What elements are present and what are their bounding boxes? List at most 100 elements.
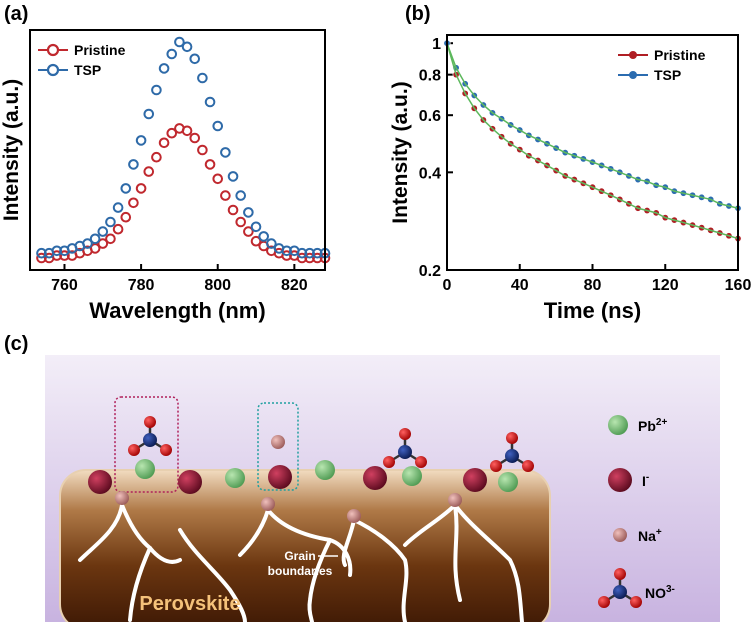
grain-label: boundaries xyxy=(268,564,333,578)
marker xyxy=(128,159,139,170)
fit-line xyxy=(446,43,739,240)
legend-superscript: 3- xyxy=(666,584,675,595)
y-tick-label: 0.6 xyxy=(419,108,441,125)
marker xyxy=(166,127,178,139)
plot-area xyxy=(36,36,331,264)
marker xyxy=(82,238,93,249)
legend-text: I xyxy=(642,473,646,489)
legend-superscript: - xyxy=(646,472,649,483)
marker xyxy=(120,183,132,194)
legend-label: Pristine xyxy=(654,47,706,63)
legend-marker xyxy=(46,63,60,77)
surface-ions xyxy=(88,459,518,523)
grain-label: Grain xyxy=(284,549,315,563)
marker xyxy=(105,233,116,245)
legend-label: NO3- xyxy=(645,584,675,601)
marker xyxy=(135,183,147,194)
legend-label: Pristine xyxy=(74,42,126,58)
y-tick-label: 0.8 xyxy=(419,68,441,85)
marker xyxy=(112,202,124,213)
legend-na xyxy=(613,528,627,542)
marker xyxy=(135,135,147,146)
legend-marker xyxy=(46,43,60,57)
marker xyxy=(151,151,162,163)
marker xyxy=(243,207,254,218)
x-tick-label: 780 xyxy=(128,277,155,294)
mask xyxy=(45,622,720,633)
marker xyxy=(258,231,270,242)
chart: (b) 0 40 80 120 160 0.2 0.4 0.6 0.8 1 Time (ns) Inte… xyxy=(389,3,751,323)
marker xyxy=(212,173,224,185)
marker xyxy=(266,238,277,249)
marker xyxy=(227,204,239,216)
x-tick-label: 80 xyxy=(584,277,602,294)
marker xyxy=(97,226,109,237)
plot-area xyxy=(443,39,742,243)
dashed-box xyxy=(257,402,299,491)
legend-superscript: + xyxy=(656,527,662,538)
marker xyxy=(227,171,239,182)
x-axis-title: Wavelength (nm) xyxy=(89,298,265,323)
marker xyxy=(189,132,201,144)
legend-marker xyxy=(629,71,637,79)
x-axis-title: Time (ns) xyxy=(544,298,641,323)
marker xyxy=(143,108,155,120)
marker xyxy=(158,137,170,149)
y-tick-label: 0.2 xyxy=(419,263,441,280)
marker xyxy=(89,233,101,245)
slab-label: Perovskite xyxy=(139,593,240,615)
marker xyxy=(158,63,170,74)
legend-label: TSP xyxy=(74,62,101,78)
marker xyxy=(128,197,139,209)
y-axis-title: Intensity (a.u.) xyxy=(0,79,23,221)
legend-text: NO xyxy=(645,585,666,601)
marker xyxy=(212,120,224,132)
marker xyxy=(197,72,208,84)
dashed-box xyxy=(114,396,179,493)
marker xyxy=(151,84,162,96)
marker xyxy=(243,226,254,237)
marker xyxy=(220,190,231,201)
legend-text: Na xyxy=(638,528,656,544)
chart: (a) 760 780 800 820 Wavelength (nm) Intensity … xyxy=(0,3,331,323)
marker xyxy=(189,53,201,65)
plot-frame xyxy=(446,34,739,271)
x-tick-label: 160 xyxy=(725,277,752,294)
marker xyxy=(220,147,231,158)
x-tick-label: 820 xyxy=(281,277,308,294)
marker xyxy=(204,96,216,108)
legend-marker xyxy=(629,51,637,59)
legend-label: Na+ xyxy=(638,527,662,544)
diagram: (c) Grain boundaries Perovskite Pb2+ I- Na… xyxy=(4,333,720,633)
x-tick-label: 800 xyxy=(204,277,231,294)
legend-i xyxy=(608,468,632,492)
legend-label: TSP xyxy=(654,67,681,83)
marker xyxy=(166,48,178,60)
legend-text: Pb xyxy=(638,418,656,434)
diagram-legend: Pb2+ I- Na+ NO3- xyxy=(638,417,675,601)
y-axis-title: Intensity (a.u.) xyxy=(389,81,412,223)
x-tick-label: 40 xyxy=(511,277,529,294)
marker xyxy=(204,159,216,170)
legend-superscript: 2+ xyxy=(656,417,668,428)
marker xyxy=(174,36,185,48)
marker xyxy=(97,238,109,249)
fit-line xyxy=(446,42,739,209)
marker xyxy=(235,190,247,201)
marker xyxy=(197,144,208,156)
x-tick-label: 120 xyxy=(652,277,679,294)
marker xyxy=(250,235,262,247)
marker xyxy=(105,216,116,228)
marker xyxy=(250,221,262,233)
x-tick-label: 0 xyxy=(443,277,452,294)
panel-label: (b) xyxy=(405,3,431,25)
panel-label: (c) xyxy=(4,333,28,355)
legend-label: Pb2+ xyxy=(638,417,667,434)
marker xyxy=(181,125,193,137)
marker xyxy=(235,216,247,228)
plot-frame xyxy=(29,29,326,271)
legend-label: I- xyxy=(642,472,649,489)
marker xyxy=(181,41,193,53)
